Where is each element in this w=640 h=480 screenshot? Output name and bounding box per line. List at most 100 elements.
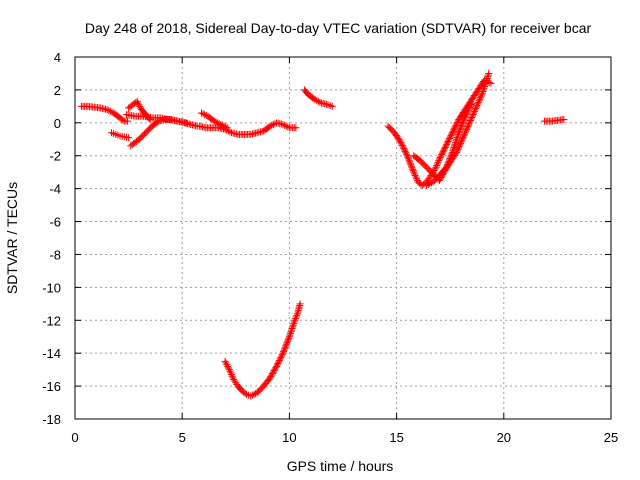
data-point	[313, 97, 321, 105]
data-point	[473, 101, 481, 109]
data-point	[136, 102, 144, 110]
data-point	[247, 392, 255, 400]
data-point	[479, 86, 487, 94]
data-point	[463, 108, 471, 116]
data-point	[466, 102, 474, 110]
y-tick-label: -12	[42, 313, 61, 328]
data-point	[284, 336, 292, 344]
data-point	[455, 127, 463, 135]
plot-frame	[74, 56, 612, 420]
data-point	[282, 122, 290, 130]
data-point	[291, 316, 299, 324]
data-point	[105, 106, 113, 114]
data-point	[439, 148, 447, 156]
data-point	[404, 155, 412, 163]
data-point	[229, 374, 237, 382]
data-point	[119, 116, 127, 124]
data-point	[250, 390, 258, 398]
y-tick-label: -14	[42, 346, 61, 361]
data-point	[401, 147, 409, 155]
y-axis-label: SDTVAR / TECUs	[4, 182, 20, 294]
y-tick-label: -10	[42, 280, 61, 295]
data-point	[459, 135, 467, 143]
data-point	[281, 121, 289, 129]
data-point	[481, 81, 489, 89]
data-point	[398, 141, 406, 149]
axis-ticks	[74, 56, 612, 420]
data-point	[276, 355, 284, 363]
data-point	[134, 99, 142, 107]
data-point	[289, 321, 297, 329]
data-point	[316, 98, 324, 106]
data-point	[268, 371, 276, 379]
data-point	[292, 313, 300, 321]
data-point	[477, 92, 485, 100]
data-point	[453, 147, 461, 155]
data-point	[248, 391, 256, 399]
data-point	[432, 163, 440, 171]
data-point	[212, 118, 220, 126]
data-point	[412, 173, 420, 181]
y-tick-labels: 4 2 0 -2 -4 -6 -8 -10 -12 -14 -16 -18	[42, 50, 61, 427]
data-point	[461, 112, 469, 120]
y-tick-label: 4	[54, 50, 61, 65]
data-point	[460, 115, 468, 123]
data-point	[106, 107, 114, 115]
data-point	[470, 107, 478, 115]
data-point	[282, 340, 290, 348]
data-point	[440, 146, 448, 154]
data-point	[277, 354, 285, 362]
data-point	[472, 103, 480, 111]
data-point	[466, 117, 474, 125]
data-point	[202, 111, 210, 119]
data-point	[293, 310, 301, 318]
data-point	[463, 126, 471, 134]
data-point	[280, 348, 288, 356]
data-point	[454, 132, 462, 140]
data-point	[481, 83, 489, 91]
data-point	[431, 165, 439, 173]
data-point	[310, 95, 318, 103]
data-point	[483, 76, 491, 84]
data-point	[275, 356, 283, 364]
data-point	[286, 329, 294, 337]
data-point	[406, 159, 414, 167]
data-point	[265, 123, 273, 131]
data-point	[459, 117, 467, 125]
x-tick-label: 25	[604, 430, 618, 445]
data-point	[463, 109, 471, 117]
data-point	[287, 328, 295, 336]
data-point	[281, 343, 289, 351]
data-point	[423, 181, 431, 189]
data-point	[285, 334, 293, 342]
data-point	[399, 143, 407, 151]
data-point	[108, 108, 116, 116]
data-point	[447, 132, 455, 140]
data-point	[443, 140, 451, 148]
data-point	[125, 134, 133, 142]
data-point	[288, 326, 296, 334]
data-point	[472, 104, 480, 112]
data-point	[296, 300, 304, 308]
data-point	[465, 103, 473, 111]
data-point	[449, 127, 457, 135]
data-point	[407, 161, 415, 169]
data-point	[458, 120, 466, 128]
y-tick-label: -2	[49, 149, 61, 164]
data-point	[465, 120, 473, 128]
data-point	[446, 133, 454, 141]
data-point	[482, 79, 490, 87]
x-tick-label: 0	[71, 430, 78, 445]
data-point	[452, 150, 460, 158]
data-point	[453, 135, 461, 143]
data-point	[457, 123, 465, 131]
data-point	[454, 130, 462, 138]
y-tick-label: -4	[49, 182, 61, 197]
data-point	[222, 123, 230, 131]
data-point	[133, 97, 141, 105]
data-point	[480, 84, 488, 92]
data-point	[441, 143, 449, 151]
data-point	[273, 362, 281, 370]
y-tick-label: -16	[42, 379, 61, 394]
